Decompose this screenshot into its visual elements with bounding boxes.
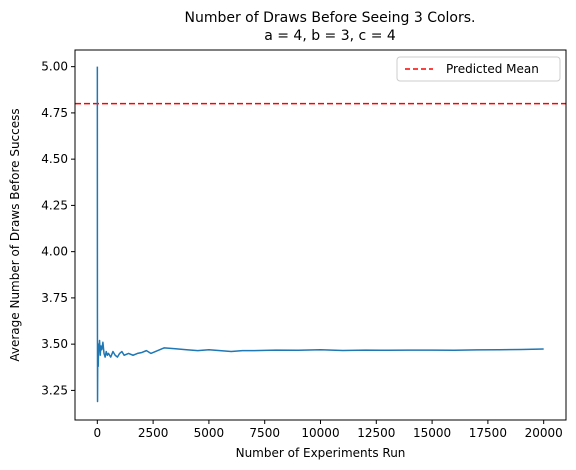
chart-title-line2: a = 4, b = 3, c = 4 — [264, 28, 396, 44]
y-tick-label: 3.75 — [41, 291, 68, 305]
y-tick-label: 4.00 — [41, 245, 68, 259]
x-tick-label: 20000 — [525, 426, 563, 440]
y-tick-label: 4.50 — [41, 152, 68, 166]
legend-box — [396, 56, 561, 82]
x-axis-label: Number of Experiments Run — [236, 446, 406, 460]
y-axis-label: Average Number of Draws Before Success — [8, 108, 22, 361]
y-tick-label: 4.75 — [41, 106, 68, 120]
x-tick-label: 7500 — [249, 426, 280, 440]
y-tick-label: 4.25 — [41, 198, 68, 212]
x-tick-label: 2500 — [138, 426, 169, 440]
y-tick-label: 5.00 — [41, 60, 68, 74]
chart-title-line1: Number of Draws Before Seeing 3 Colors. — [184, 10, 475, 26]
x-tick-label: 17500 — [469, 426, 507, 440]
x-tick-label: 12500 — [357, 426, 395, 440]
x-tick-label: 15000 — [413, 426, 451, 440]
x-tick-label: 0 — [93, 426, 101, 440]
x-tick-label: 5000 — [194, 426, 225, 440]
legend-label-predicted-mean: Predicted Mean — [446, 62, 539, 76]
legend: Predicted Mean — [396, 56, 561, 82]
x-tick-label: 10000 — [301, 426, 339, 440]
running-average-line — [96, 66, 544, 403]
y-tick-label: 3.50 — [41, 337, 68, 351]
y-tick-label: 3.25 — [41, 383, 68, 397]
plot-frame — [74, 49, 567, 421]
